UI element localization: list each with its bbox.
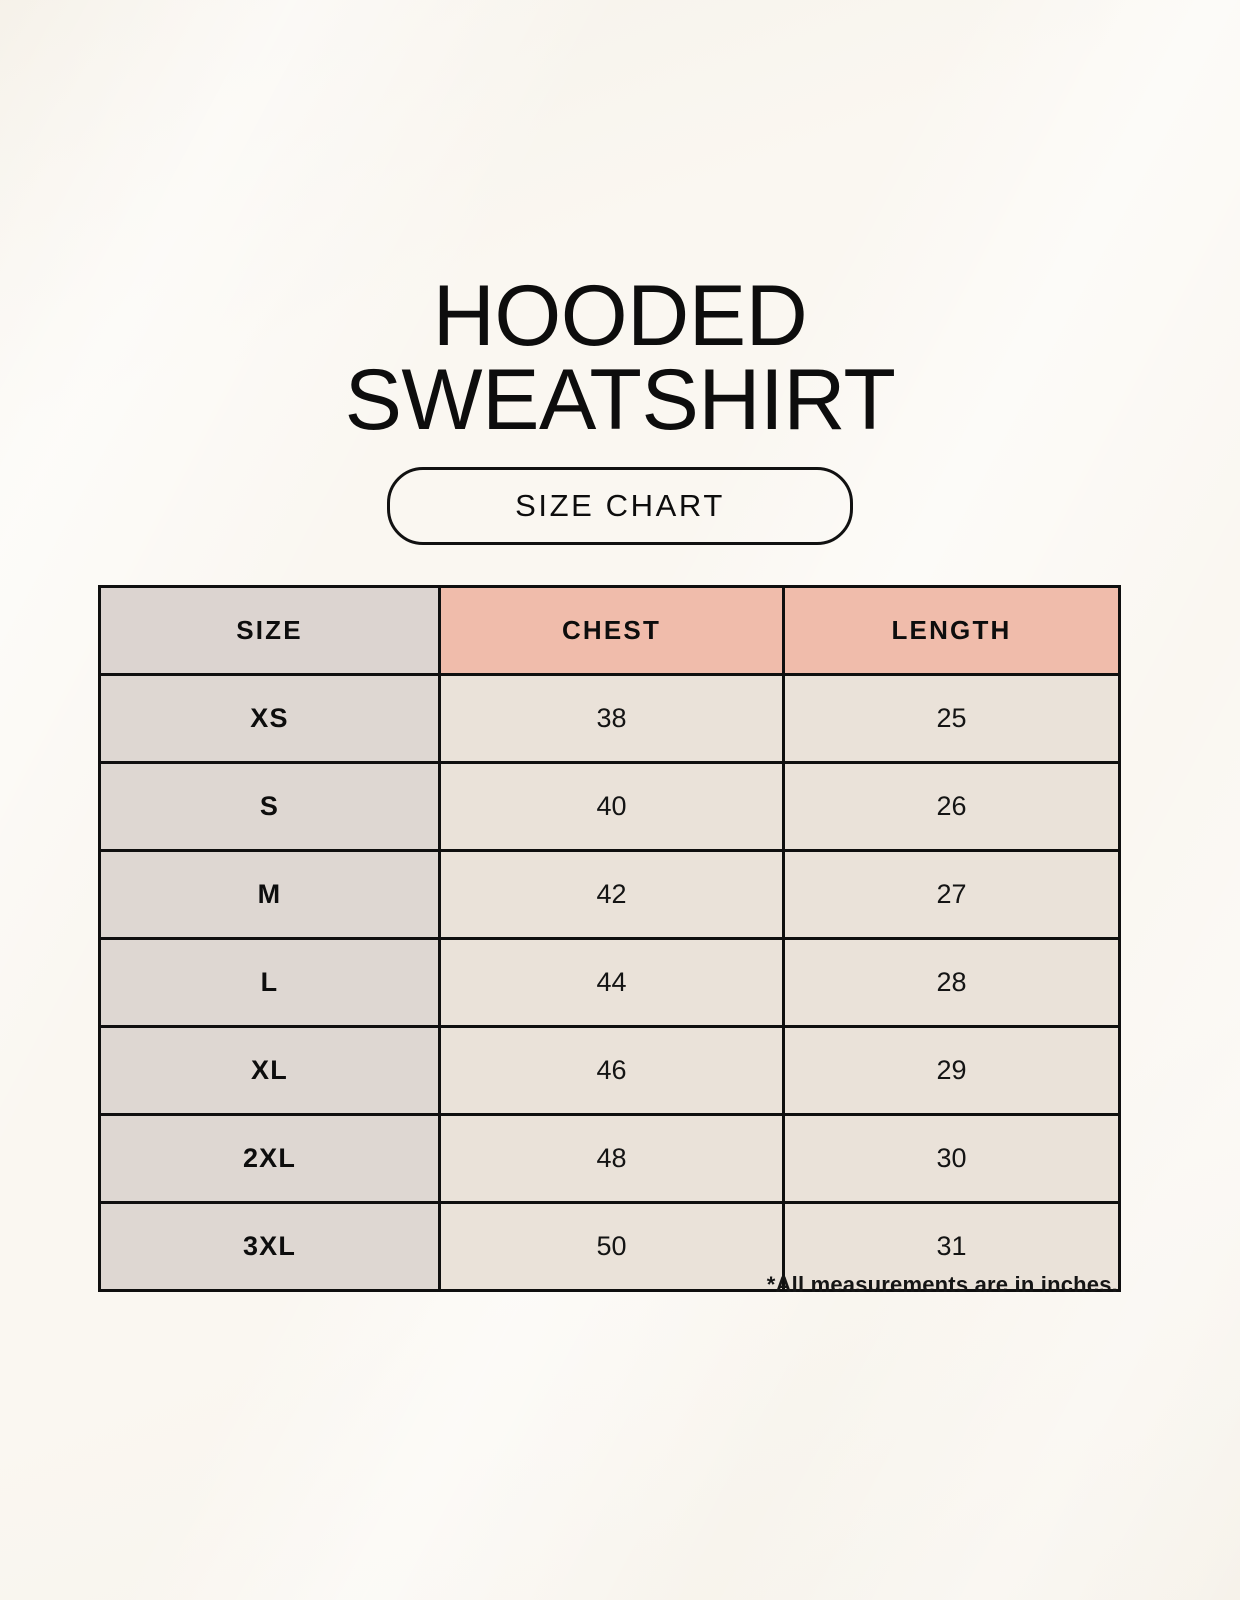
cell-length: 29	[782, 1025, 1121, 1116]
cell-chest: 42	[438, 849, 785, 940]
cell-chest: 38	[438, 673, 785, 764]
size-chart-pill-label: SIZE CHART	[515, 488, 725, 523]
table-row: M 42 27	[98, 849, 1121, 940]
cell-size: XS	[98, 673, 441, 764]
table-row: XL 46 29	[98, 1025, 1121, 1116]
cell-size: S	[98, 761, 441, 852]
cell-length: 31	[782, 1201, 1121, 1292]
table-row: L 44 28	[98, 937, 1121, 1028]
cell-chest: 50	[438, 1201, 785, 1292]
cell-chest: 48	[438, 1113, 785, 1204]
column-header-chest: CHEST	[438, 585, 785, 676]
table-row: XS 38 25	[98, 673, 1121, 764]
cell-chest: 44	[438, 937, 785, 1028]
cell-size: XL	[98, 1025, 441, 1116]
cell-size: L	[98, 937, 441, 1028]
size-chart-pill: SIZE CHART	[387, 467, 853, 545]
cell-size: M	[98, 849, 441, 940]
size-table-container: SIZE CHEST LENGTH XS 38 25 S 40 26 M	[98, 585, 1121, 1292]
column-header-length: LENGTH	[782, 585, 1121, 676]
cell-size: 3XL	[98, 1201, 441, 1292]
cell-size: 2XL	[98, 1113, 441, 1204]
table-row: S 40 26	[98, 761, 1121, 852]
cell-length: 26	[782, 761, 1121, 852]
cell-chest: 40	[438, 761, 785, 852]
table-header-row: SIZE CHEST LENGTH	[98, 585, 1121, 676]
cell-length: 25	[782, 673, 1121, 764]
cell-length: 27	[782, 849, 1121, 940]
table-row: 3XL 50 31	[98, 1201, 1121, 1292]
cell-length: 30	[782, 1113, 1121, 1204]
size-chart-pill-container: SIZE CHART	[0, 467, 1240, 545]
title-line-1: HOODED	[432, 268, 808, 364]
table-body: XS 38 25 S 40 26 M 42 27 L 44 28	[98, 673, 1121, 1292]
table-header: SIZE CHEST LENGTH	[98, 585, 1121, 676]
size-table: SIZE CHEST LENGTH XS 38 25 S 40 26 M	[98, 585, 1121, 1292]
table-row: 2XL 48 30	[98, 1113, 1121, 1204]
cell-length: 28	[782, 937, 1121, 1028]
column-header-size: SIZE	[98, 585, 441, 676]
cell-chest: 46	[438, 1025, 785, 1116]
title-line-2: SWEATSHIRT	[344, 352, 896, 449]
measurement-footnote: *All measurements are in inches.	[766, 1272, 1118, 1297]
page-title: HOODED SWEATSHIRT	[0, 268, 1240, 449]
